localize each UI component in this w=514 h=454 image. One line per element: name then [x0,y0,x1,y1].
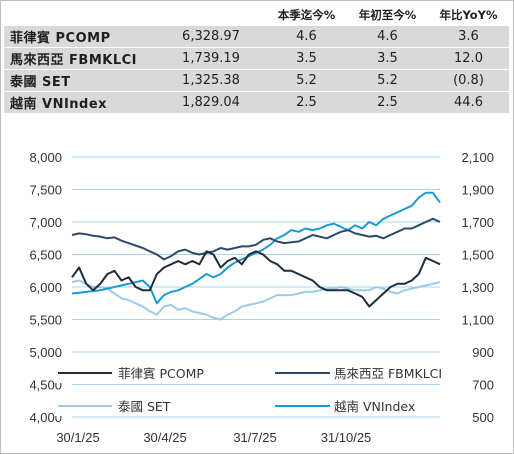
legend-label: 菲律賓 PCOMP [118,366,204,381]
legend-background [271,396,467,416]
row-yoy: (0.8) [428,69,509,92]
header-yoy: 年比YoY% [428,4,509,26]
row-name: 馬來西亞 FBMKLCI [4,47,156,70]
left-tick-label: 7,500 [29,183,62,198]
right-tick-label: 1,700 [461,215,494,230]
legend: 菲律賓 PCOMP 馬來西亞 FBMKLCI 泰國 SET 越南 VNIndex [54,363,467,416]
left-tick-label: 4,000 [29,410,62,425]
right-axis-ticks: 2,100 1,900 1,700 1,500 1,300 1,100 900 700 500 [461,150,494,425]
right-tick-label: 700 [472,378,494,393]
legend-label: 泰國 SET [118,399,171,414]
left-tick-label: 6,500 [29,248,62,263]
right-tick-label: 1,100 [461,313,494,328]
right-tick-label: 1,900 [461,183,494,198]
left-tick-label: 5,500 [29,313,62,328]
series-line [71,279,441,321]
row-level: 6,328.97 [156,25,266,48]
right-tick-label: 500 [472,410,494,425]
right-tick-label: 2,100 [461,150,494,165]
row-qtd: 4.6 [266,25,347,48]
row-level: 1,739.19 [156,47,266,70]
row-qtd: 5.2 [266,69,347,92]
row-qtd: 2.5 [266,91,347,113]
legend-label: 越南 VNIndex [334,399,415,414]
row-qtd: 3.5 [266,47,347,70]
row-ytd: 3.5 [347,47,428,70]
row-ytd: 5.2 [347,69,428,92]
header-qtd: 本季迄今% [266,4,347,26]
legend-background [54,363,250,383]
table-header-row: 本季迄今% 年初至今% 年比YoY% [4,4,509,26]
header-level [156,4,266,26]
x-axis-ticks: 30/1/25 30/4/25 31/7/25 31/10/25 [56,430,371,445]
table-row: 馬來西亞 FBMKLCI 1,739.19 3.5 3.5 12.0 [4,47,509,70]
left-tick-label: 6,000 [29,280,62,295]
index-performance-table: 本季迄今% 年初至今% 年比YoY% 菲律賓 PCOMP 6,328.97 4.… [4,4,509,113]
left-tick-label: 8,000 [29,150,62,165]
right-tick-label: 1,300 [461,280,494,295]
row-level: 1,829.04 [156,91,266,113]
table-row: 泰國 SET 1,325.38 5.2 5.2 (0.8) [4,69,509,92]
row-ytd: 4.6 [347,25,428,48]
row-name: 泰國 SET [4,69,156,92]
legend-background [271,363,467,383]
right-tick-label: 900 [472,345,494,360]
row-name: 越南 VNIndex [4,91,156,113]
row-yoy: 12.0 [428,47,509,70]
left-axis-ticks: 8,000 7,500 7,000 6,500 6,000 5,500 5,000 4,500… [29,150,62,425]
x-tick-label: 30/1/25 [56,430,99,445]
row-yoy: 44.6 [428,91,509,113]
row-ytd: 2.5 [347,91,428,113]
x-tick-label: 31/10/25 [321,430,372,445]
x-tick-label: 31/7/25 [233,430,276,445]
left-tick-label: 5,000 [29,345,62,360]
table-row: 菲律賓 PCOMP 6,328.97 4.6 4.6 3.6 [4,25,509,48]
row-level: 1,325.38 [156,69,266,92]
x-tick-label: 30/4/25 [143,430,186,445]
right-tick-label: 1,500 [461,248,494,263]
header-name [4,4,156,26]
left-tick-label: 4,500 [29,378,62,393]
header-ytd: 年初至今% [347,4,428,26]
legend-background [54,396,250,416]
series-line [71,250,441,308]
series-lines [71,191,441,321]
row-yoy: 3.6 [428,25,509,48]
line-chart: 8,000 7,500 7,000 6,500 6,000 5,500 5,000 4,500… [29,150,494,445]
series-line [71,217,441,261]
left-tick-label: 7,000 [29,215,62,230]
legend-label: 馬來西亞 FBMKLCI [334,366,442,381]
table-row: 越南 VNIndex 1,829.04 2.5 2.5 44.6 [4,91,509,113]
row-name: 菲律賓 PCOMP [4,25,156,48]
